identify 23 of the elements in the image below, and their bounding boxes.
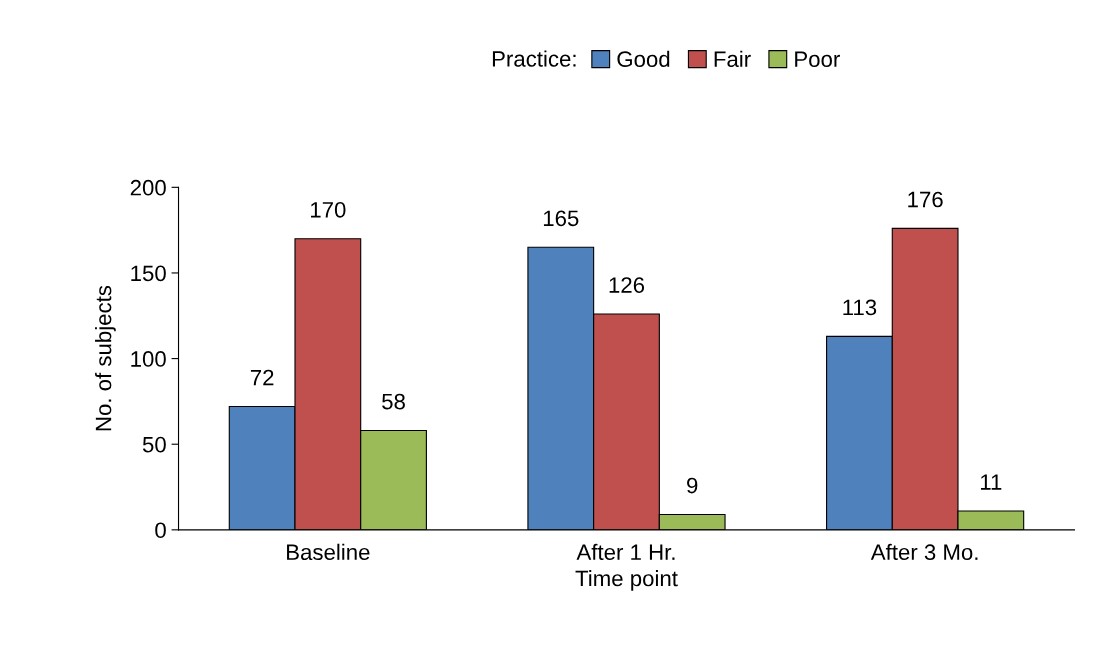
y-tick-label: 100	[131, 351, 166, 367]
data-label: 58	[382, 393, 405, 410]
y-tick-label: 50	[142, 436, 166, 453]
x-axis-title: Time point	[575, 570, 678, 591]
legend-label: Good	[617, 50, 670, 68]
data-label: 11	[980, 474, 1002, 490]
x-tick-label: After 3 Mo.	[870, 543, 978, 561]
data-label: 9	[687, 477, 698, 494]
data-label: 170	[311, 201, 346, 218]
data-label: 165	[543, 210, 579, 227]
data-label: 113	[843, 299, 877, 316]
y-tick-label: 200	[130, 179, 166, 196]
data-label: 72	[250, 369, 274, 386]
legend-label: Fair	[714, 50, 751, 68]
y-tick-label: 150	[131, 265, 166, 282]
x-tick-label: Baseline	[287, 543, 370, 561]
legend-title: Practice:	[492, 50, 576, 67]
data-label: 176	[908, 191, 943, 208]
y-axis-title: No. of subjects	[95, 285, 116, 431]
x-tick-label: After 1 Hr.	[576, 543, 675, 561]
data-label: 126	[609, 277, 645, 293]
y-tick-label: 0	[155, 522, 166, 539]
legend-label: Poor	[795, 51, 840, 68]
